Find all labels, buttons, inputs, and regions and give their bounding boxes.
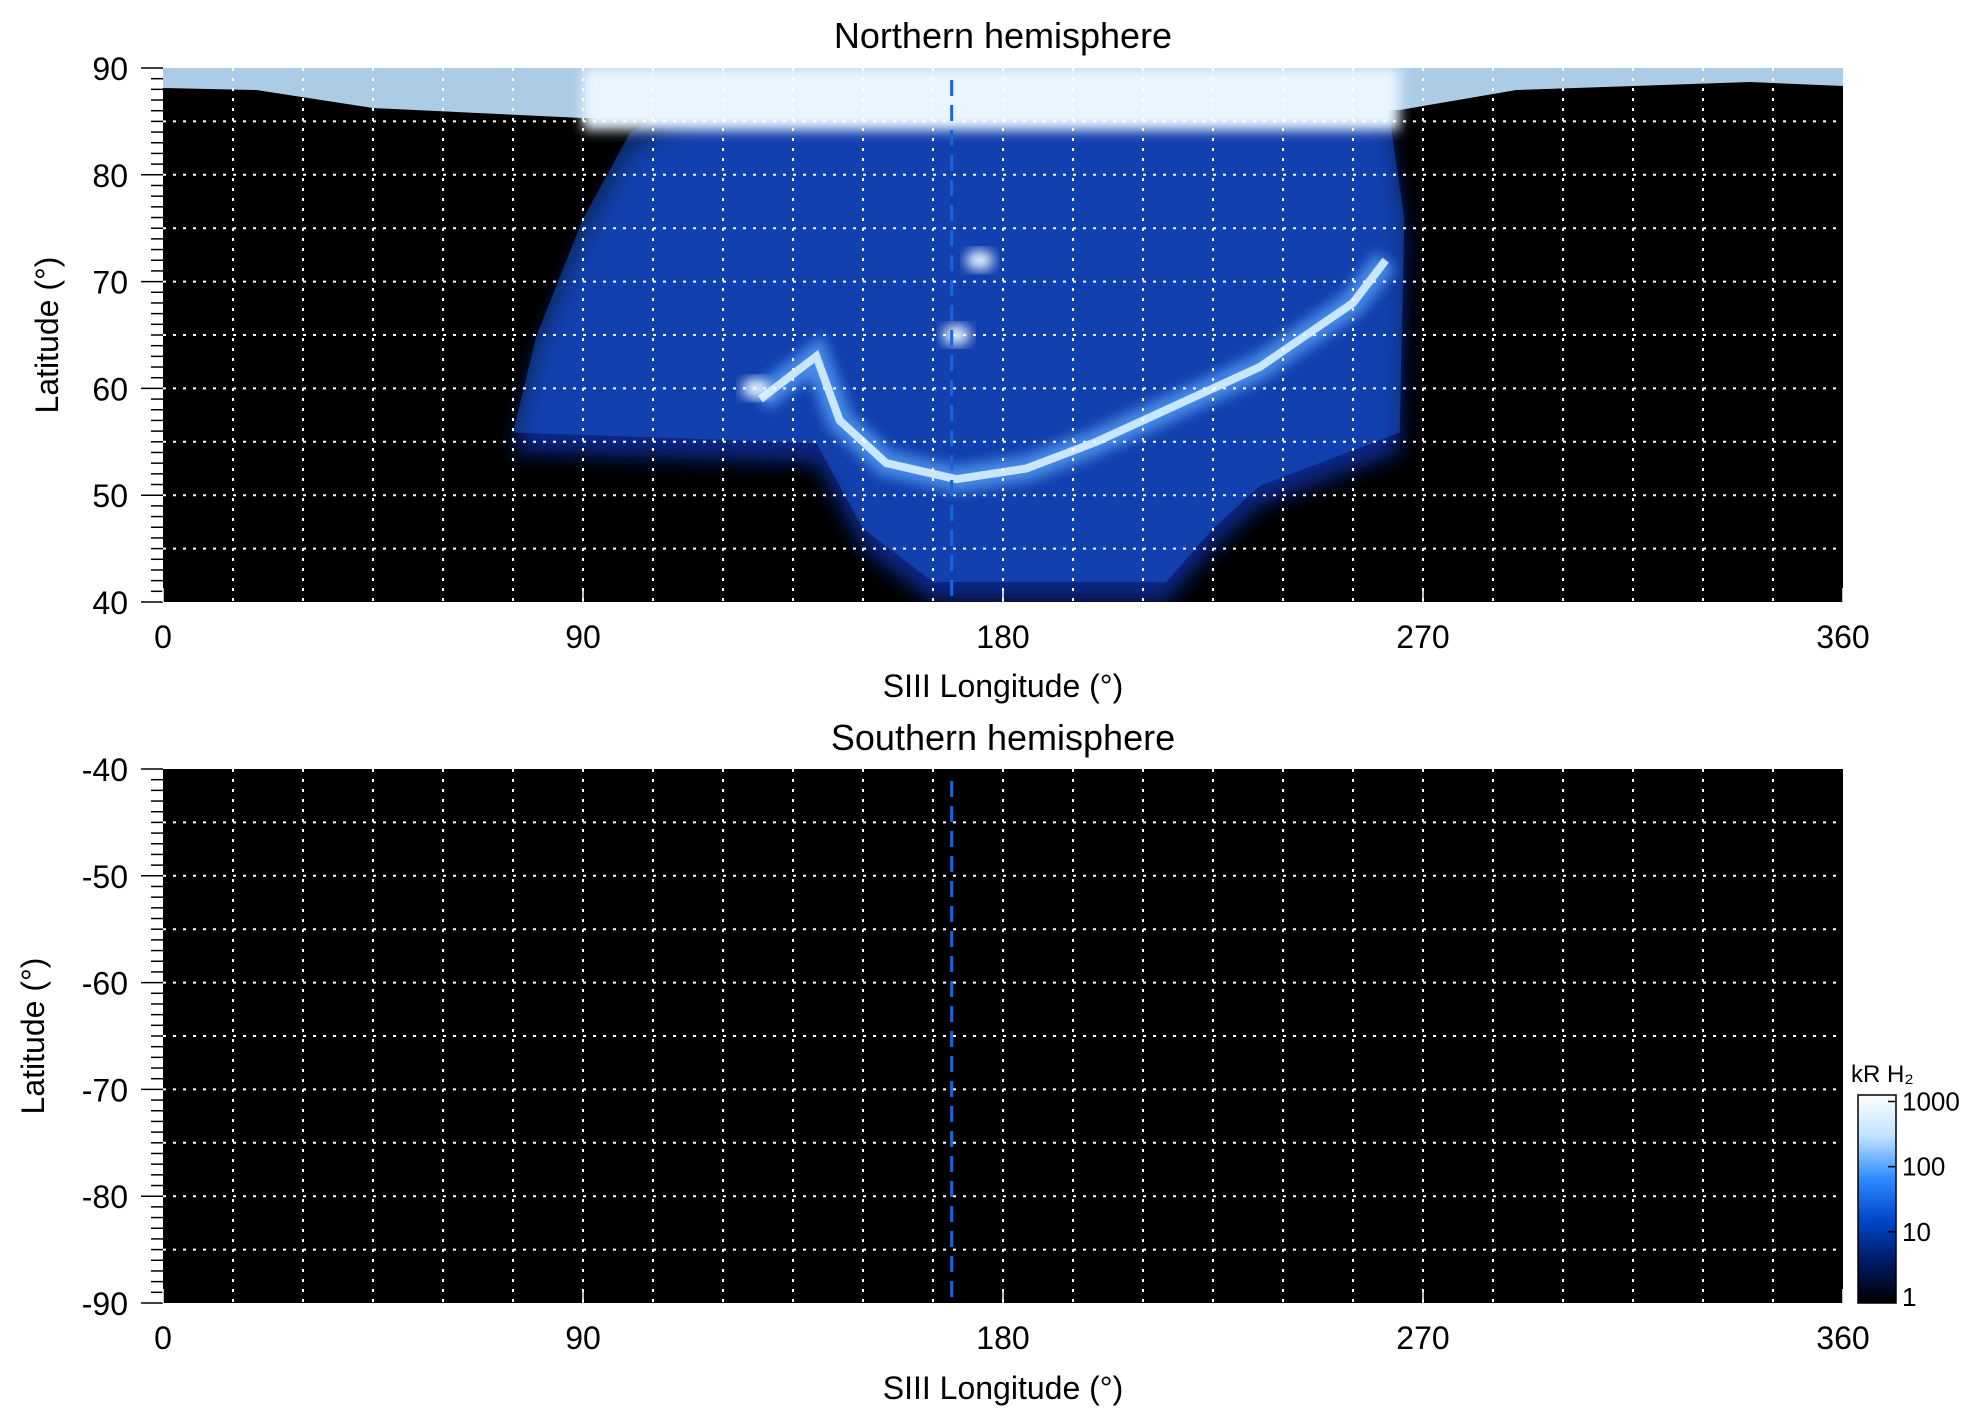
southern-x-axis-label: SIII Longitude (°) [883,1370,1123,1406]
y-tick-label: -50 [82,859,128,895]
main-oval [757,257,1389,484]
y-tick-label: 60 [92,371,128,407]
northern-x-ticks: 0 90 180 270 360 [154,588,1870,655]
x-tick-label: 0 [154,619,172,655]
colorbar: kR H₂ 1 10 100 1000 [1851,1061,1960,1312]
northern-title: Northern hemisphere [834,15,1172,56]
y-tick-label: -70 [82,1072,128,1108]
x-tick-label: 180 [976,1320,1029,1356]
northern-x-axis-label: SIII Longitude (°) [883,668,1123,704]
bright-feature [965,250,994,271]
bright-feature [942,325,971,345]
y-tick-label: 50 [92,478,128,514]
southern-grid [163,769,1843,1303]
northern-grid [163,68,1843,602]
northern-y-ticks: 40 50 60 70 80 90 [92,51,163,621]
y-tick-label: 90 [92,51,128,87]
southern-x-ticks: 0 90 180 270 360 [154,1289,1870,1356]
x-tick-label: 270 [1396,619,1449,655]
colorbar-ticks: 1 10 100 1000 [1888,1086,1960,1312]
northern-aurora-emission [163,68,1843,602]
southern-y-axis-label: Latitude (°) [15,958,51,1115]
colorbar-tick-label: 1000 [1902,1086,1960,1116]
northern-y-axis-label: Latitude (°) [29,257,65,414]
y-tick-label: -60 [82,966,128,1002]
x-tick-label: 270 [1396,1320,1449,1356]
colorbar-tick-label: 1 [1902,1282,1916,1312]
y-tick-label: -80 [82,1179,128,1215]
y-tick-label: 70 [92,265,128,301]
southern-panel: Southern hemisphere -40 -50 -60 -70 -80 -90 0… [15,717,1870,1406]
colorbar-tick-label: 10 [1902,1217,1931,1247]
x-tick-label: 180 [976,619,1029,655]
x-tick-label: 360 [1816,1320,1869,1356]
y-tick-label: 40 [92,585,128,621]
x-tick-label: 90 [565,1320,601,1356]
y-tick-label: 80 [92,158,128,194]
colorbar-gradient [1857,1094,1897,1304]
southern-y-ticks: -40 -50 -60 -70 -80 -90 [82,752,163,1322]
polar-bright-band [583,68,1400,131]
southern-title: Southern hemisphere [831,717,1175,758]
y-tick-label: -90 [82,1286,128,1322]
northern-panel: Northern hemisphere 40 50 60 70 80 90 0 90 180 2… [29,15,1870,704]
colorbar-tick-label: 100 [1902,1152,1945,1182]
x-tick-label: 0 [154,1320,172,1356]
x-tick-label: 360 [1816,619,1869,655]
y-tick-label: -40 [82,752,128,788]
x-tick-label: 90 [565,619,601,655]
emission-inner [513,68,1405,582]
colorbar-label: kR H₂ [1851,1061,1914,1088]
